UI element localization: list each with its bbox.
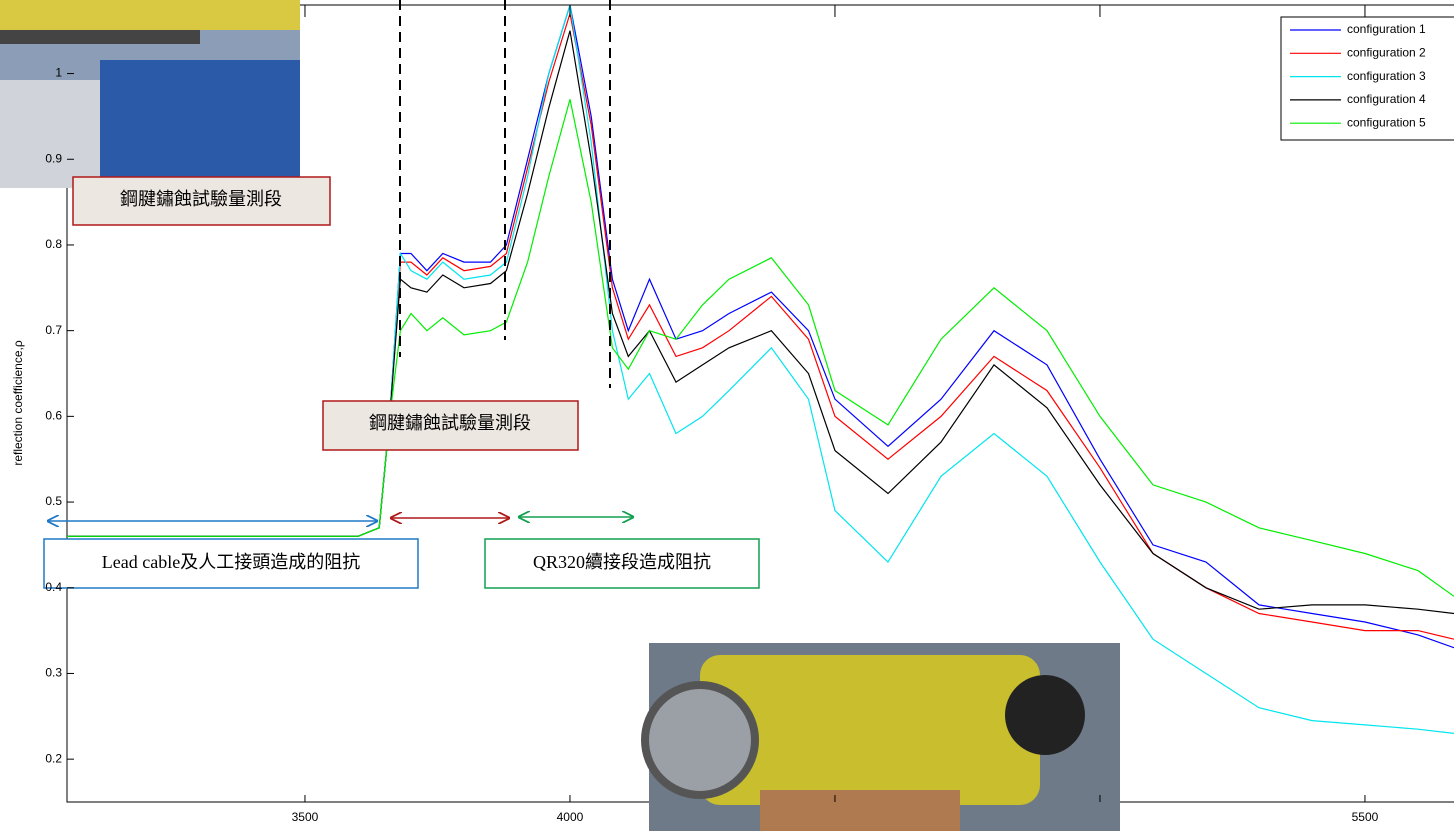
y-tick-label: 0.5 xyxy=(45,494,62,508)
annotation: 鋼腱鏽蝕試驗量測段 xyxy=(120,189,282,209)
legend-label: configuration 4 xyxy=(1347,92,1426,106)
annotation: Lead cable及人工接頭造成的阻抗 xyxy=(102,552,360,572)
chart: 35004000450050005500 鋼腱鏽蝕試驗量測段 鋼腱鏽蝕試驗量測段… xyxy=(0,0,1454,831)
y-tick-label: 0.7 xyxy=(45,323,62,337)
y-tick-label: 0.8 xyxy=(45,237,62,251)
x-tick-label: 5500 xyxy=(1352,810,1379,824)
x-tick-label: 3500 xyxy=(292,810,319,824)
y-tick-label: 1 xyxy=(55,66,62,80)
photo xyxy=(645,643,1120,831)
annotation: 鋼腱鏽蝕試驗量測段 xyxy=(369,413,531,433)
page: 35004000450050005500 鋼腱鏽蝕試驗量測段 鋼腱鏽蝕試驗量測段… xyxy=(0,0,1454,831)
y-tick-label: 0.6 xyxy=(45,409,62,423)
y-tick-label: 0.2 xyxy=(45,751,62,765)
legend-label: configuration 5 xyxy=(1347,115,1426,129)
legend-label: configuration 1 xyxy=(1347,22,1426,36)
y-tick-label: 0.3 xyxy=(45,666,62,680)
legend: configuration 1 configuration 2 configurat… xyxy=(1281,17,1454,140)
y-tick-label: 0.9 xyxy=(45,151,62,165)
legend-label: configuration 2 xyxy=(1347,45,1426,59)
y-axis-label: reflection coefficience,ρ xyxy=(11,340,25,466)
x-tick-label: 4000 xyxy=(557,810,584,824)
legend-label: configuration 3 xyxy=(1347,69,1426,83)
y-tick-label: 0.4 xyxy=(45,580,62,594)
annotation: QR320續接段造成阻抗 xyxy=(533,552,711,572)
